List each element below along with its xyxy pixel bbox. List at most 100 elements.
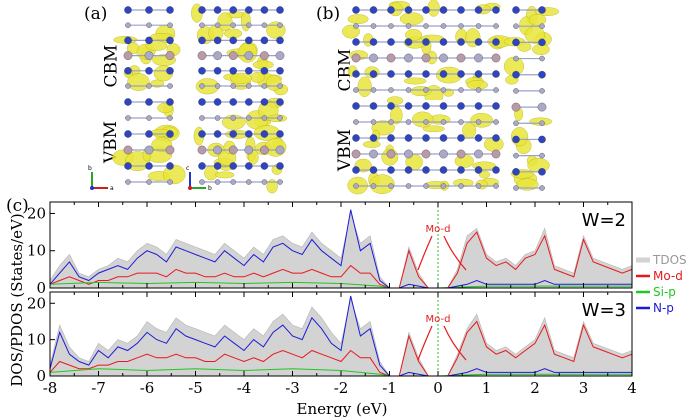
atom <box>199 22 205 28</box>
atom <box>230 22 236 28</box>
atom <box>260 130 269 138</box>
tdos-area <box>49 298 633 377</box>
atom <box>439 53 448 63</box>
atom <box>456 53 466 63</box>
atom <box>370 183 377 189</box>
isosurface-lobe <box>528 13 547 26</box>
atom <box>244 145 254 155</box>
mo-d-arrow-label: Mo-d <box>426 314 451 325</box>
atom <box>198 98 206 106</box>
atom <box>245 6 253 14</box>
atom <box>404 53 413 63</box>
triad-a-glyph: a <box>110 185 114 192</box>
atom <box>213 130 222 138</box>
x-tick-label: 2 <box>530 379 540 397</box>
atom <box>386 149 396 159</box>
atom <box>145 162 153 170</box>
isosurface-lobe <box>422 125 445 133</box>
atom <box>440 87 447 93</box>
atom <box>145 130 153 138</box>
isosurface-lobe <box>411 111 434 128</box>
atom <box>456 149 466 159</box>
atom <box>387 134 395 142</box>
atom <box>123 51 133 60</box>
atom <box>352 102 360 110</box>
atom <box>197 145 207 155</box>
isosurface-lobe <box>362 140 381 148</box>
atom <box>124 36 132 45</box>
x-tick-label: -6 <box>140 379 155 397</box>
atom <box>404 70 413 78</box>
atom <box>457 38 465 46</box>
structure-a-vbm-side <box>112 96 186 188</box>
atom <box>229 67 237 75</box>
atom <box>214 179 221 185</box>
mod-line <box>49 320 633 377</box>
atom <box>277 22 283 28</box>
atom <box>439 6 448 14</box>
atom <box>229 36 237 45</box>
atom <box>405 87 412 93</box>
atom <box>369 70 378 78</box>
atom <box>199 115 205 121</box>
atom <box>213 98 222 106</box>
atom <box>513 152 519 159</box>
atom <box>167 83 173 89</box>
atom <box>167 115 173 121</box>
atom <box>125 83 131 89</box>
mo-d-arrow-left <box>417 235 433 271</box>
y-axis-label: DOS/PDOS (States/eV) <box>8 213 26 386</box>
atom <box>457 166 465 174</box>
atom <box>145 6 153 14</box>
atom <box>166 98 174 106</box>
sip-line <box>49 281 632 289</box>
atom <box>214 22 221 28</box>
atom <box>352 166 360 174</box>
atom <box>440 183 447 189</box>
atom <box>422 6 430 14</box>
atom <box>405 183 412 189</box>
atom <box>167 179 173 185</box>
atom <box>228 145 238 155</box>
atom <box>405 119 412 125</box>
atom <box>404 134 413 142</box>
atom <box>261 115 268 121</box>
atom <box>276 98 284 106</box>
atom <box>245 162 253 170</box>
atom <box>539 55 545 62</box>
atom <box>166 67 174 75</box>
atom <box>422 70 430 78</box>
atom <box>492 102 500 110</box>
atom <box>513 23 519 29</box>
atom <box>124 6 132 14</box>
atom <box>166 6 174 14</box>
atom <box>404 166 413 174</box>
isosurface-lobe <box>347 14 369 25</box>
atom <box>246 179 252 185</box>
atom <box>512 135 520 144</box>
atom <box>388 23 394 29</box>
isosurface-lobe <box>399 12 424 26</box>
atom <box>146 22 152 28</box>
atom <box>229 162 237 170</box>
atom <box>213 36 222 45</box>
atom <box>352 38 360 46</box>
atom <box>458 23 464 29</box>
atom <box>260 36 269 45</box>
atom <box>260 145 269 155</box>
atom <box>245 130 253 138</box>
atom <box>405 23 412 29</box>
sip-line <box>49 368 632 377</box>
atom <box>538 70 546 79</box>
atom <box>260 51 269 60</box>
atom <box>439 149 448 159</box>
triad-c-glyph: c <box>186 165 189 172</box>
mo-d-arrow-right <box>443 325 467 361</box>
atom <box>422 38 430 46</box>
atom <box>387 6 395 14</box>
atom <box>353 183 359 189</box>
atom <box>213 6 222 14</box>
x-tick-label: 3 <box>579 379 589 397</box>
mo-d-arrow-left <box>417 325 433 361</box>
